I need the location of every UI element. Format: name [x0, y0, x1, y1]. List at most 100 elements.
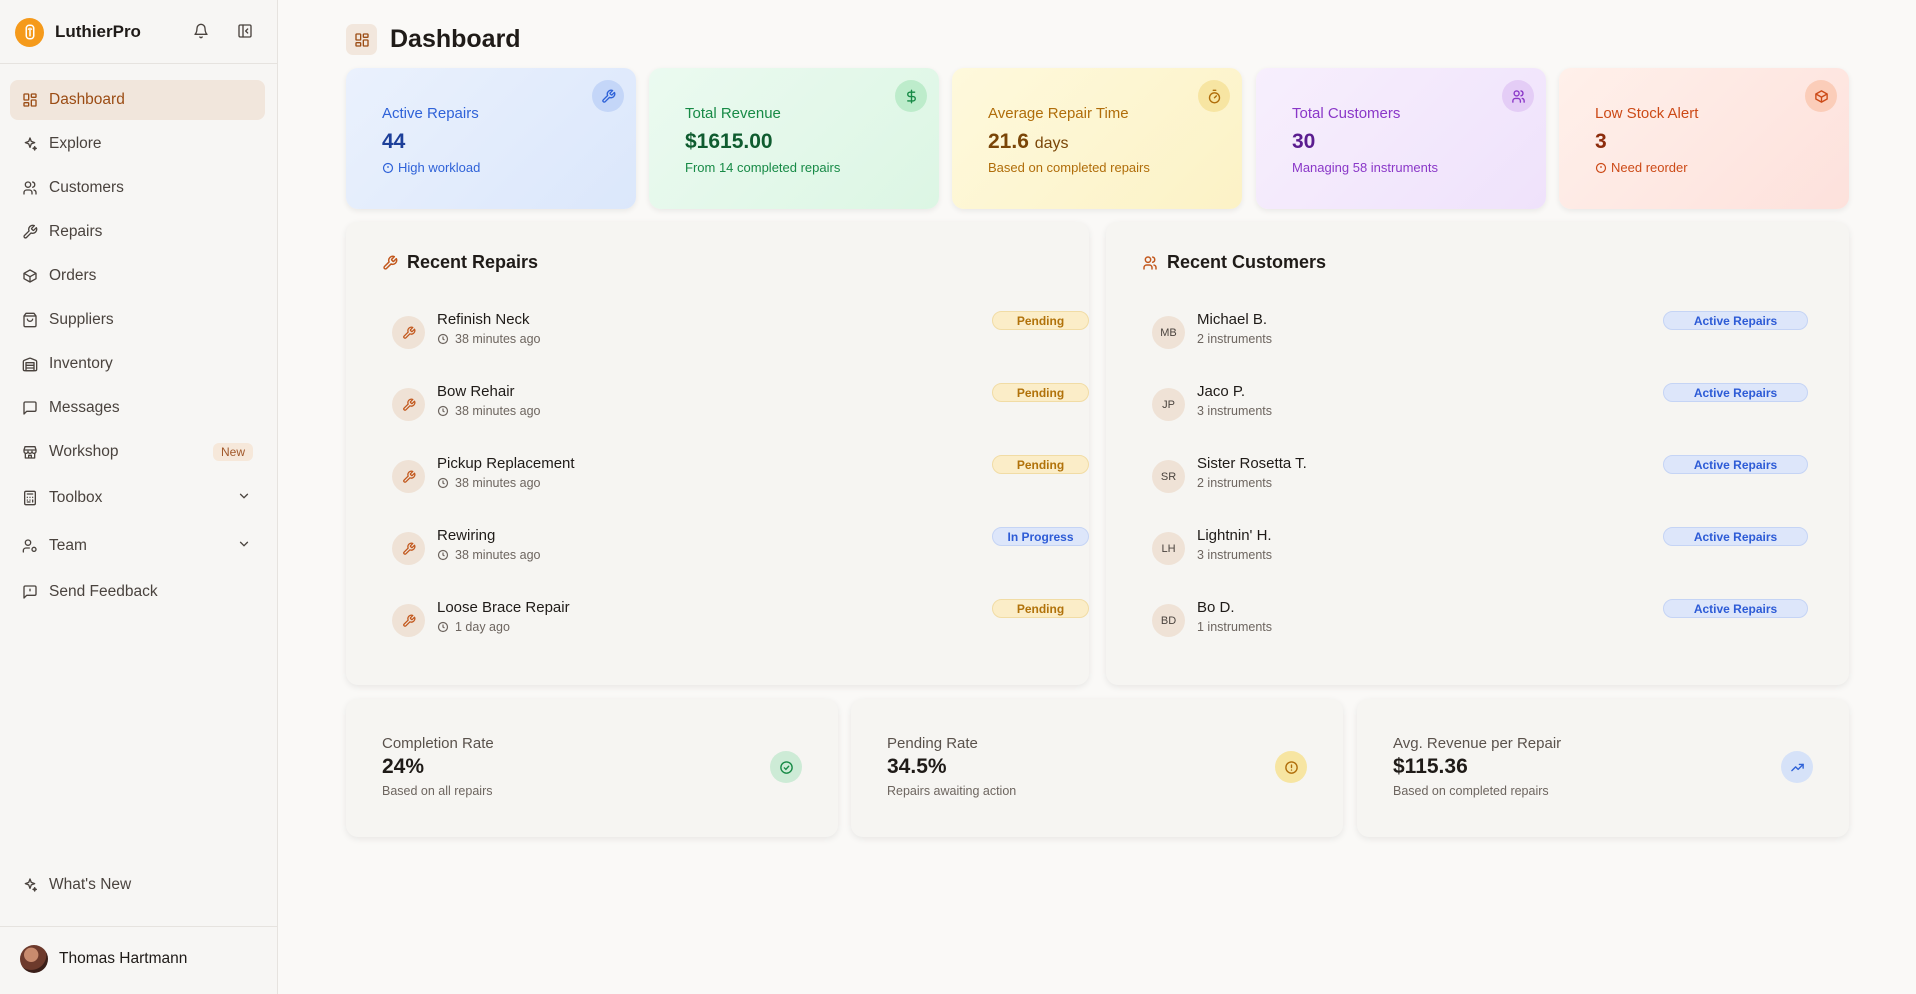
guitar-logo-icon — [15, 17, 44, 47]
metric-card-avg-revenue[interactable]: Avg. Revenue per Repair $115.36 Based on… — [1357, 699, 1849, 837]
whats-new-section: What's New — [10, 865, 265, 909]
customer-instruments: 3 instruments — [1197, 548, 1273, 562]
wrench-icon — [21, 223, 39, 241]
sidebar-item-label: Repairs — [49, 223, 103, 240]
status-badge[interactable]: Pending — [992, 383, 1089, 402]
stat-card-total-customers[interactable]: Total Customers 30 Managing 58 instrumen… — [1256, 68, 1546, 209]
chevron-down-icon[interactable] — [237, 537, 251, 551]
status-badge[interactable]: In Progress — [992, 527, 1089, 546]
status-badge[interactable]: Pending — [992, 311, 1089, 330]
stat-value-wrap: 21.6 days — [988, 130, 1242, 154]
customer-instruments: 1 instruments — [1197, 620, 1273, 634]
sidebar-item-whats-new[interactable]: What's New — [10, 865, 265, 905]
alert-circle-icon — [1275, 751, 1307, 783]
brand[interactable]: LuthierPro — [15, 16, 141, 48]
stat-card-active-repairs[interactable]: Active Repairs 44 High workload — [346, 68, 636, 209]
sidebar-item-label: Team — [49, 537, 87, 554]
repair-row[interactable]: Loose Brace Repair 1 day ago Pending — [392, 599, 1089, 649]
trending-up-icon — [1781, 751, 1813, 783]
stat-sub-text: High workload — [398, 160, 481, 175]
customer-row[interactable]: JP Jaco P. 3 instruments Active Repairs — [1152, 383, 1808, 433]
sidebar-item-messages[interactable]: Messages — [10, 388, 265, 428]
stat-value: 30 — [1292, 130, 1316, 153]
recent-customers-panel: Recent Customers MB Michael B. 2 instrum… — [1106, 222, 1849, 685]
wrench-icon — [392, 604, 425, 637]
users-icon — [1502, 80, 1534, 112]
clock-icon — [437, 477, 449, 489]
wrench-icon — [592, 80, 624, 112]
sidebar-item-suppliers[interactable]: Suppliers — [10, 300, 265, 340]
repair-time-text: 1 day ago — [455, 620, 510, 634]
sidebar-item-label: Messages — [49, 399, 120, 416]
grid-icon — [21, 91, 39, 109]
sidebar-item-team[interactable]: Team — [10, 524, 265, 568]
clock-icon — [437, 405, 449, 417]
shopping-bag-icon — [21, 311, 39, 329]
app-name: LuthierPro — [55, 22, 141, 41]
panel-title: Recent Repairs — [382, 252, 538, 273]
repair-time: 1 day ago — [437, 620, 510, 634]
customer-row[interactable]: MB Michael B. 2 instruments Active Repai… — [1152, 311, 1808, 361]
wrench-icon — [392, 460, 425, 493]
sidebar-item-label: Send Feedback — [49, 583, 158, 600]
grid-icon — [346, 24, 377, 55]
stat-label: Total Customers — [1292, 105, 1401, 122]
metric-card-completion-rate[interactable]: Completion Rate 24% Based on all repairs — [346, 699, 838, 837]
avatar — [20, 945, 48, 973]
sidebar-item-toolbox[interactable]: Toolbox — [10, 476, 265, 520]
clock-icon — [437, 333, 449, 345]
timer-icon — [1198, 80, 1230, 112]
user-profile[interactable]: Thomas Hartmann — [20, 945, 187, 973]
metric-sub: Based on all repairs — [382, 784, 493, 798]
stat-label: Active Repairs — [382, 105, 479, 122]
stat-label: Average Repair Time — [988, 105, 1129, 122]
customer-row[interactable]: LH Lightnin' H. 3 instruments Active Rep… — [1152, 527, 1808, 577]
stat-sub-text: Need reorder — [1611, 160, 1688, 175]
package-icon — [21, 267, 39, 285]
sidebar-item-inventory[interactable]: Inventory — [10, 344, 265, 384]
stat-sub-text: Based on completed repairs — [988, 160, 1150, 175]
avatar: BD — [1152, 604, 1185, 637]
bell-icon[interactable] — [190, 20, 212, 42]
sidebar-item-explore[interactable]: Explore — [10, 124, 265, 164]
sidebar-item-customers[interactable]: Customers — [10, 168, 265, 208]
wrench-icon — [382, 255, 398, 271]
sidebar-item-workshop[interactable]: Workshop New — [10, 432, 265, 472]
sidebar-item-dashboard[interactable]: Dashboard — [10, 80, 265, 120]
repair-time-text: 38 minutes ago — [455, 476, 541, 490]
status-badge[interactable]: Active Repairs — [1663, 527, 1808, 546]
stat-card-average-repair-time[interactable]: Average Repair Time 21.6 days Based on c… — [952, 68, 1242, 209]
repair-name: Loose Brace Repair — [437, 599, 570, 616]
avatar: MB — [1152, 316, 1185, 349]
clock-icon — [437, 621, 449, 633]
status-badge[interactable]: Active Repairs — [1663, 383, 1808, 402]
repair-row[interactable]: Bow Rehair 38 minutes ago Pending — [392, 383, 1089, 433]
status-badge[interactable]: Active Repairs — [1663, 455, 1808, 474]
sidebar-item-send-feedback[interactable]: Send Feedback — [10, 572, 265, 612]
stat-card-total-revenue[interactable]: Total Revenue $1615.00 From 14 completed… — [649, 68, 939, 209]
sidebar-item-repairs[interactable]: Repairs — [10, 212, 265, 252]
metric-card-pending-rate[interactable]: Pending Rate 34.5% Repairs awaiting acti… — [851, 699, 1343, 837]
repair-row[interactable]: Refinish Neck 38 minutes ago Pending — [392, 311, 1089, 361]
metric-label: Pending Rate — [887, 735, 978, 752]
repair-row[interactable]: Pickup Replacement 38 minutes ago Pendin… — [392, 455, 1089, 505]
stat-unit: days — [1034, 135, 1069, 152]
chevron-down-icon[interactable] — [237, 489, 251, 503]
stat-card-low-stock-alert[interactable]: Low Stock Alert 3 Need reorder — [1559, 68, 1849, 209]
repair-row[interactable]: Rewiring 38 minutes ago In Progress — [392, 527, 1089, 577]
customer-row[interactable]: BD Bo D. 1 instruments Active Repairs — [1152, 599, 1808, 649]
stat-label: Low Stock Alert — [1595, 105, 1699, 122]
status-badge[interactable]: Pending — [992, 599, 1089, 618]
users-icon — [1142, 255, 1158, 271]
status-badge[interactable]: Active Repairs — [1663, 599, 1808, 618]
status-badge[interactable]: Active Repairs — [1663, 311, 1808, 330]
customer-name: Lightnin' H. — [1197, 527, 1272, 544]
calculator-icon — [21, 489, 39, 507]
sidebar-item-orders[interactable]: Orders — [10, 256, 265, 296]
sidebar-item-label: Customers — [49, 179, 124, 196]
avatar: JP — [1152, 388, 1185, 421]
sidebar-toggle-icon[interactable] — [234, 20, 256, 42]
status-badge[interactable]: Pending — [992, 455, 1089, 474]
customer-row[interactable]: SR Sister Rosetta T. 2 instruments Activ… — [1152, 455, 1808, 505]
stat-value: 44 — [382, 130, 406, 153]
